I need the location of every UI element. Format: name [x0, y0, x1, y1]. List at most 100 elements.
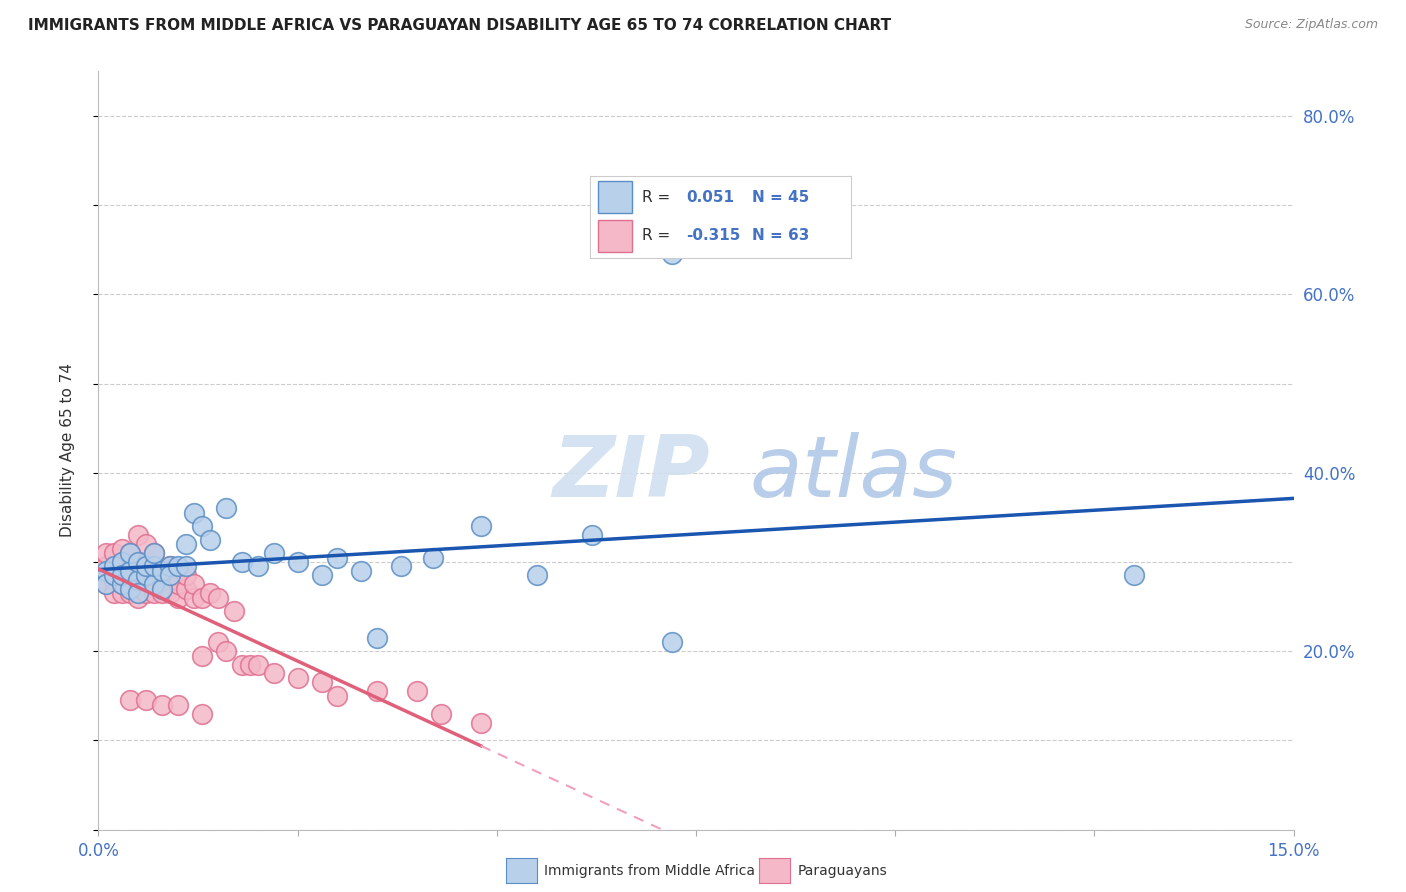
Point: [96, 559, 118, 574]
Point: [1123, 568, 1146, 582]
Point: [111, 541, 134, 556]
Point: [120, 546, 142, 560]
Point: [246, 657, 269, 672]
Point: [135, 568, 157, 582]
Text: R =: R =: [643, 190, 671, 204]
Point: [111, 568, 134, 582]
Point: [661, 635, 683, 649]
Point: [183, 591, 205, 605]
Point: [311, 568, 333, 582]
Point: [143, 559, 166, 574]
Point: [111, 555, 134, 569]
Point: [143, 559, 166, 574]
Text: N = 45: N = 45: [752, 190, 810, 204]
Point: [103, 559, 125, 574]
Point: [103, 573, 125, 587]
Point: [111, 555, 134, 569]
Point: [135, 693, 157, 707]
Text: -0.315: -0.315: [686, 228, 741, 244]
Point: [231, 657, 253, 672]
Point: [167, 559, 190, 574]
Point: [287, 671, 309, 685]
Point: [246, 559, 269, 574]
Text: R =: R =: [643, 228, 671, 244]
Point: [159, 559, 181, 574]
Point: [127, 573, 149, 587]
Point: [159, 568, 181, 582]
Point: [207, 591, 229, 605]
Point: [96, 546, 118, 560]
Point: [135, 586, 157, 600]
Point: [111, 586, 134, 600]
Point: [127, 586, 149, 600]
Point: [159, 559, 181, 574]
Text: N = 63: N = 63: [752, 228, 810, 244]
Point: [96, 564, 118, 578]
Point: [143, 577, 166, 591]
Point: [215, 644, 238, 658]
Point: [127, 577, 149, 591]
Point: [111, 577, 134, 591]
Point: [263, 546, 285, 560]
Point: [222, 604, 245, 618]
Point: [174, 537, 197, 551]
Point: [111, 564, 134, 578]
Point: [311, 675, 333, 690]
Point: [150, 564, 173, 578]
Text: Immigrants from Middle Africa: Immigrants from Middle Africa: [544, 863, 755, 878]
Point: [350, 564, 373, 578]
Point: [127, 564, 149, 578]
Text: Source: ZipAtlas.com: Source: ZipAtlas.com: [1244, 18, 1378, 31]
Point: [422, 550, 444, 565]
Point: [143, 546, 166, 560]
Point: [127, 528, 149, 542]
FancyBboxPatch shape: [598, 181, 631, 213]
Point: [366, 631, 388, 645]
Point: [183, 577, 205, 591]
Point: [389, 559, 412, 574]
Point: [159, 586, 181, 600]
Point: [287, 555, 309, 569]
Point: [263, 666, 285, 681]
Point: [103, 546, 125, 560]
Point: [150, 564, 173, 578]
Point: [150, 698, 173, 712]
Point: [127, 591, 149, 605]
Point: [526, 568, 548, 582]
Point: [661, 247, 683, 261]
Point: [120, 582, 142, 596]
Point: [103, 568, 125, 582]
Text: IMMIGRANTS FROM MIDDLE AFRICA VS PARAGUAYAN DISABILITY AGE 65 TO 74 CORRELATION : IMMIGRANTS FROM MIDDLE AFRICA VS PARAGUA…: [28, 18, 891, 33]
Point: [207, 635, 229, 649]
Point: [135, 537, 157, 551]
Point: [215, 501, 238, 516]
Point: [366, 684, 388, 698]
Point: [191, 591, 214, 605]
Point: [231, 555, 253, 569]
Text: 0.051: 0.051: [686, 190, 734, 204]
Point: [191, 519, 214, 533]
Point: [120, 559, 142, 574]
Point: [150, 577, 173, 591]
FancyBboxPatch shape: [598, 220, 631, 252]
Point: [430, 706, 453, 721]
Point: [470, 715, 492, 730]
Point: [135, 568, 157, 582]
Point: [143, 586, 166, 600]
Text: Paraguayans: Paraguayans: [797, 863, 887, 878]
Point: [120, 586, 142, 600]
Point: [183, 506, 205, 520]
Point: [191, 648, 214, 663]
Point: [135, 555, 157, 569]
Point: [167, 577, 190, 591]
Point: [120, 564, 142, 578]
Point: [111, 577, 134, 591]
Point: [198, 533, 221, 547]
Point: [326, 550, 349, 565]
Point: [120, 693, 142, 707]
Point: [174, 568, 197, 582]
Point: [470, 519, 492, 533]
Point: [167, 591, 190, 605]
Point: [120, 573, 142, 587]
Y-axis label: Disability Age 65 to 74: Disability Age 65 to 74: [60, 363, 75, 538]
